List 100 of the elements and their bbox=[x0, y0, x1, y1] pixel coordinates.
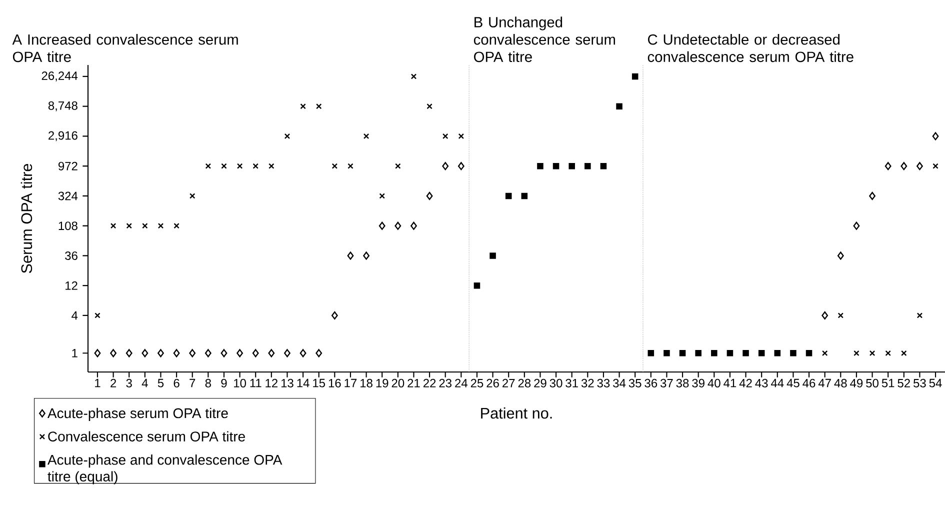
point bbox=[505, 192, 512, 200]
point bbox=[410, 222, 417, 230]
x-tick-label: 38 bbox=[676, 378, 689, 388]
point bbox=[221, 163, 227, 169]
x-tick-label: 23 bbox=[439, 378, 452, 388]
point bbox=[110, 222, 116, 229]
point bbox=[458, 133, 464, 140]
point bbox=[284, 349, 290, 358]
x-tick-label: 43 bbox=[755, 378, 768, 388]
point bbox=[158, 222, 164, 229]
x-tick-label: 40 bbox=[708, 378, 720, 388]
point bbox=[885, 350, 891, 356]
x-tick-label: 24 bbox=[455, 378, 468, 388]
x-axis-title: Patient no. bbox=[481, 407, 552, 419]
x-tick-label: 49 bbox=[850, 378, 863, 388]
point bbox=[742, 350, 749, 356]
point bbox=[853, 222, 860, 230]
x-tick-label: 17 bbox=[344, 378, 357, 388]
point bbox=[332, 163, 338, 169]
point bbox=[568, 162, 575, 170]
x-tick-label: 44 bbox=[771, 378, 784, 388]
y-tick-label: 2,916 bbox=[48, 131, 78, 142]
x-tick-label: 32 bbox=[581, 378, 594, 388]
y-tick-label: 108 bbox=[58, 222, 78, 230]
point bbox=[426, 192, 433, 200]
point bbox=[126, 222, 132, 229]
x-tick-label: 51 bbox=[882, 378, 894, 388]
point bbox=[822, 350, 828, 356]
point bbox=[632, 73, 638, 80]
point bbox=[521, 192, 528, 200]
x-tick-label: 2 bbox=[110, 378, 116, 388]
x-tick-label: 4 bbox=[142, 378, 148, 388]
point bbox=[363, 252, 370, 260]
x-tick-label: 25 bbox=[470, 378, 484, 388]
point bbox=[126, 349, 132, 358]
point bbox=[726, 350, 734, 356]
x-tick-label: 13 bbox=[281, 378, 294, 388]
point bbox=[711, 350, 718, 356]
y-tick-label: 4 bbox=[72, 311, 78, 320]
point bbox=[758, 350, 765, 356]
x-tick-label: 26 bbox=[486, 378, 499, 388]
point bbox=[348, 163, 354, 169]
x-tick-label: 12 bbox=[266, 378, 278, 388]
legend-label: Acute-phase and convalescence OPA titre (equal) bbox=[47, 454, 282, 484]
x-tick-label: 9 bbox=[221, 378, 227, 388]
point bbox=[838, 312, 844, 318]
point bbox=[110, 349, 116, 358]
point bbox=[395, 163, 401, 169]
point bbox=[174, 222, 180, 229]
point bbox=[189, 349, 196, 358]
point bbox=[774, 350, 781, 356]
x-tick-label: 19 bbox=[376, 378, 388, 388]
x-tick-label: 29 bbox=[534, 378, 546, 388]
y-axis-title: Serum OPA titre bbox=[20, 164, 32, 274]
point bbox=[284, 133, 290, 140]
point bbox=[442, 162, 449, 170]
x-tick-label: 35 bbox=[628, 378, 642, 388]
point bbox=[363, 133, 370, 140]
x-tick-label: 5 bbox=[158, 378, 164, 388]
legend-label: Convalescence serum OPA titre bbox=[48, 431, 245, 442]
y-tick-label: 972 bbox=[58, 162, 78, 170]
point bbox=[205, 163, 212, 169]
x-tick-label: 1 bbox=[95, 378, 100, 388]
point bbox=[616, 103, 622, 110]
point bbox=[932, 163, 938, 169]
point bbox=[695, 350, 702, 356]
point bbox=[316, 349, 322, 358]
x-tick-label: 34 bbox=[613, 378, 626, 388]
point bbox=[900, 162, 908, 170]
y-tick-label: 26,244 bbox=[42, 71, 78, 82]
text: A Increased convalescence serum OPA titre bbox=[12, 34, 238, 62]
x-tick-label: 42 bbox=[739, 378, 752, 388]
point bbox=[537, 162, 544, 170]
point bbox=[379, 193, 385, 199]
point bbox=[300, 103, 306, 110]
point bbox=[442, 133, 448, 140]
point bbox=[394, 222, 402, 230]
x-tick-label: 28 bbox=[518, 378, 531, 388]
x-tick-label: 30 bbox=[550, 378, 562, 388]
point bbox=[236, 349, 243, 358]
x-tick-label: 47 bbox=[818, 378, 831, 388]
y-tick-label: 36 bbox=[65, 251, 78, 260]
point bbox=[490, 252, 496, 259]
x-tick-label: 18 bbox=[360, 378, 372, 388]
point bbox=[300, 349, 306, 358]
point bbox=[426, 103, 432, 110]
point bbox=[474, 282, 480, 289]
x-tick-label: 31 bbox=[566, 378, 578, 388]
point bbox=[790, 350, 796, 356]
point bbox=[142, 349, 148, 358]
x-tick-label: 41 bbox=[724, 378, 736, 388]
point bbox=[932, 132, 939, 140]
point bbox=[347, 252, 354, 260]
x-tick-label: 21 bbox=[408, 378, 420, 388]
point bbox=[869, 192, 876, 200]
point bbox=[869, 350, 876, 356]
x-tick-label: 45 bbox=[786, 378, 800, 388]
point bbox=[552, 162, 560, 170]
x-tick-label: 37 bbox=[660, 378, 673, 388]
point bbox=[884, 162, 892, 170]
